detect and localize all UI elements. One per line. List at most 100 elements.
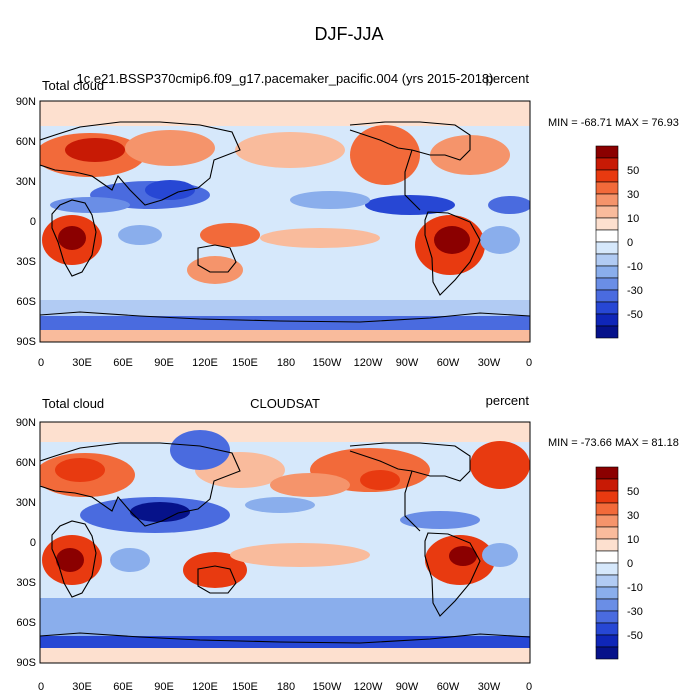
colorbar-label: 50 [627, 165, 639, 177]
lat-tick-label: 90N [16, 96, 36, 108]
colorbar-swatch [595, 598, 619, 612]
colorbar-swatch [595, 193, 619, 207]
panel-1-left-label: Total cloud [42, 78, 104, 93]
panel-1-coastlines [40, 121, 530, 323]
colorbar-swatch [595, 646, 619, 660]
lat-tick-label: 30N [16, 497, 36, 509]
colorbar-swatch [595, 301, 619, 315]
colorbar-swatch [595, 586, 619, 600]
colorbar-swatch [595, 217, 619, 231]
colorbar-swatch [595, 550, 619, 564]
colorbar-swatch [595, 538, 619, 552]
lat-tick-label: 0 [30, 537, 36, 549]
panel-2-center-label: CLOUDSAT [250, 396, 320, 411]
lon-tick-label: 180 [277, 357, 295, 369]
panel-1: Total cloud 1c.e21.BSSP370cmip6.f09_g17.… [16, 71, 679, 369]
colorbar-swatch [595, 466, 619, 480]
colorbar-label: -50 [627, 309, 643, 321]
lon-tick-label: 0 [38, 681, 44, 693]
panel-1-lat-ticks: 90N 60N 30N 0 30S 60S 90S [16, 96, 36, 348]
colorbar-swatch [595, 502, 619, 516]
lon-tick-label: 120E [192, 681, 218, 693]
panel-2-right-label: percent [486, 393, 530, 408]
lon-tick-label: 90W [396, 357, 419, 369]
panel-1-colorbar-labels: 50 30 10 0 -10 -30 -50 [627, 165, 643, 321]
colorbar-label: -30 [627, 285, 643, 297]
panel-2-coastlines [40, 442, 530, 644]
lon-tick-label: 90E [154, 681, 174, 693]
lat-tick-label: 90S [16, 657, 36, 669]
colorbar-swatch [595, 265, 619, 279]
lon-tick-label: 30W [478, 357, 501, 369]
colorbar-label: 50 [627, 486, 639, 498]
colorbar-swatch [595, 526, 619, 540]
lon-tick-label: 0 [526, 357, 532, 369]
colorbar-swatch [595, 574, 619, 588]
colorbar-swatch [595, 181, 619, 195]
colorbar-swatch [595, 277, 619, 291]
colorbar-swatch [595, 514, 619, 528]
colorbar-swatch [595, 157, 619, 171]
colorbar-swatch [595, 622, 619, 636]
lon-tick-label: 180 [277, 681, 295, 693]
lon-tick-label: 120W [354, 357, 383, 369]
panel-2-colorbar-labels: 50 30 10 0 -10 -30 -50 [627, 486, 643, 642]
lat-tick-label: 60N [16, 136, 36, 148]
colorbar-swatch [595, 169, 619, 183]
colorbar-swatch [595, 253, 619, 267]
colorbar-swatch [595, 610, 619, 624]
lon-tick-label: 60E [113, 357, 133, 369]
panel-1-right-label: percent [486, 71, 530, 86]
lon-tick-label: 0 [38, 357, 44, 369]
lat-tick-label: 30N [16, 176, 36, 188]
lon-tick-label: 60W [437, 357, 460, 369]
colorbar-label: -30 [627, 606, 643, 618]
panel-1-colorbar [595, 145, 619, 339]
colorbar-swatch [595, 205, 619, 219]
colorbar-label: 0 [627, 558, 633, 570]
lon-tick-label: 60W [437, 681, 460, 693]
lon-tick-label: 90E [154, 357, 174, 369]
lon-tick-label: 0 [526, 681, 532, 693]
panel-1-lon-ticks: 0 30E 60E 90E 120E 150E 180 150W 120W 90… [38, 357, 532, 369]
lon-tick-label: 90W [396, 681, 419, 693]
lon-tick-label: 30E [72, 357, 92, 369]
lon-tick-label: 120E [192, 357, 218, 369]
panel-2-colorbar [595, 466, 619, 660]
panel-1-map [40, 101, 530, 342]
colorbar-swatch [595, 478, 619, 492]
lon-tick-label: 150W [313, 357, 342, 369]
lon-tick-label: 150W [313, 681, 342, 693]
lon-tick-label: 150E [232, 357, 258, 369]
lat-tick-label: 30S [16, 577, 36, 589]
colorbar-swatch [595, 562, 619, 576]
panel-2-lon-ticks: 0 30E 60E 90E 120E 150E 180 150W 120W 90… [38, 681, 532, 693]
colorbar-swatch [595, 313, 619, 327]
panel-2-lat-ticks: 90N 60N 30N 0 30S 60S 90S [16, 417, 36, 669]
colorbar-label: -10 [627, 582, 643, 594]
colorbar-swatch [595, 325, 619, 339]
lon-tick-label: 30E [72, 681, 92, 693]
colorbar-label: -10 [627, 261, 643, 273]
colorbar-swatch [595, 241, 619, 255]
panel-1-stats: MIN = -68.71 MAX = 76.93 [548, 117, 679, 129]
lat-tick-label: 60S [16, 296, 36, 308]
panel-2-map [40, 422, 530, 663]
lat-tick-label: 60N [16, 457, 36, 469]
colorbar-swatch [595, 229, 619, 243]
colorbar-label: 0 [627, 237, 633, 249]
colorbar-label: 10 [627, 534, 639, 546]
colorbar-swatch [595, 490, 619, 504]
panel-2-stats: MIN = -73.66 MAX = 81.18 [548, 437, 679, 449]
panel-1-frame [39, 100, 531, 343]
lat-tick-label: 90N [16, 417, 36, 429]
panel-2: Total cloud CLOUDSAT percent MIN = -73.6… [16, 393, 679, 693]
colorbar-swatch [595, 145, 619, 159]
lat-tick-label: 60S [16, 617, 36, 629]
colorbar-swatch [595, 634, 619, 648]
figure-title: DJF-JJA [315, 24, 384, 44]
lon-tick-label: 120W [354, 681, 383, 693]
lat-tick-label: 30S [16, 256, 36, 268]
colorbar-swatch [595, 289, 619, 303]
lat-tick-label: 0 [30, 216, 36, 228]
